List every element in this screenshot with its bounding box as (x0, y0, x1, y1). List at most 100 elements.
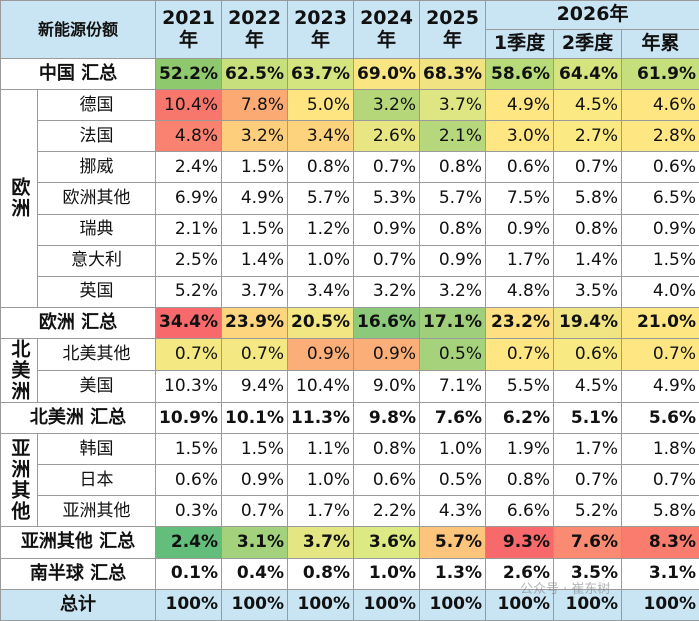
value-cell: 0.4% (222, 558, 288, 589)
value-cell: 5.2% (554, 496, 622, 527)
value-cell: 1.7% (288, 496, 354, 527)
value-cell: 3.1% (622, 558, 699, 589)
region-label: 北美洲 (1, 338, 38, 402)
row-label: 挪威 (38, 152, 156, 183)
value-cell: 5.7% (420, 183, 486, 214)
value-cell: 0.6% (156, 465, 222, 496)
value-cell: 0.8% (288, 558, 354, 589)
value-cell: 62.5% (222, 59, 288, 90)
row-label: 南半球 汇总 (1, 558, 156, 589)
value-cell: 1.4% (554, 245, 622, 276)
value-cell: 2.7% (554, 121, 622, 152)
value-cell: 4.6% (622, 90, 699, 121)
value-cell: 0.6% (486, 152, 554, 183)
value-cell: 7.6% (554, 527, 622, 558)
value-cell: 2.6% (486, 558, 554, 589)
value-cell: 0.8% (354, 434, 420, 465)
value-cell: 1.0% (420, 434, 486, 465)
row-label: 美国 (38, 370, 156, 402)
value-cell: 7.6% (420, 402, 486, 433)
row-label: 亚洲其他 (38, 496, 156, 527)
value-cell: 1.0% (354, 558, 420, 589)
value-cell: 5.3% (354, 183, 420, 214)
value-cell: 5.8% (554, 183, 622, 214)
value-cell: 3.2% (222, 121, 288, 152)
value-cell: 2.2% (354, 496, 420, 527)
value-cell: 3.1% (222, 527, 288, 558)
value-cell: 1.5% (222, 152, 288, 183)
value-cell: 100% (554, 589, 622, 620)
row-label: 瑞典 (38, 214, 156, 245)
value-cell: 0.5% (420, 465, 486, 496)
value-cell: 0.8% (486, 465, 554, 496)
value-cell: 0.1% (156, 558, 222, 589)
value-cell: 0.8% (554, 214, 622, 245)
value-cell: 2.8% (622, 121, 699, 152)
value-cell: 10.4% (156, 90, 222, 121)
value-cell: 4.8% (486, 276, 554, 307)
value-cell: 0.6% (354, 465, 420, 496)
row-label: 韩国 (38, 434, 156, 465)
value-cell: 1.2% (288, 214, 354, 245)
value-cell: 17.1% (420, 307, 486, 338)
value-cell: 1.5% (622, 245, 699, 276)
header-year-2021: 2021 年 (156, 1, 222, 59)
row-label: 亚洲其他 汇总 (1, 527, 156, 558)
value-cell: 2.1% (420, 121, 486, 152)
value-cell: 9.8% (354, 402, 420, 433)
value-cell: 5.7% (420, 527, 486, 558)
value-cell: 6.2% (486, 402, 554, 433)
value-cell: 4.5% (554, 370, 622, 402)
value-cell: 100% (288, 589, 354, 620)
value-cell: 0.6% (554, 338, 622, 370)
value-cell: 2.5% (156, 245, 222, 276)
value-cell: 2.4% (156, 152, 222, 183)
value-cell: 4.9% (486, 90, 554, 121)
value-cell: 4.0% (622, 276, 699, 307)
value-cell: 52.2% (156, 59, 222, 90)
value-cell: 3.2% (354, 276, 420, 307)
value-cell: 0.9% (288, 338, 354, 370)
value-cell: 1.9% (486, 434, 554, 465)
value-cell: 0.9% (622, 214, 699, 245)
value-cell: 5.1% (554, 402, 622, 433)
value-cell: 3.2% (354, 90, 420, 121)
value-cell: 7.8% (222, 90, 288, 121)
value-cell: 16.6% (354, 307, 420, 338)
value-cell: 3.5% (554, 276, 622, 307)
value-cell: 3.4% (288, 276, 354, 307)
row-label: 意大利 (38, 245, 156, 276)
row-label: 日本 (38, 465, 156, 496)
value-cell: 0.7% (622, 465, 699, 496)
value-cell: 3.4% (288, 121, 354, 152)
value-cell: 20.5% (288, 307, 354, 338)
value-cell: 3.2% (420, 276, 486, 307)
value-cell: 68.3% (420, 59, 486, 90)
value-cell: 21.0% (622, 307, 699, 338)
value-cell: 0.7% (354, 245, 420, 276)
value-cell: 0.5% (420, 338, 486, 370)
value-cell: 58.6% (486, 59, 554, 90)
value-cell: 1.5% (156, 434, 222, 465)
region-label: 欧洲 (1, 90, 38, 308)
header-year-2026: 2026年 (486, 1, 699, 30)
value-cell: 10.3% (156, 370, 222, 402)
value-cell: 4.9% (222, 183, 288, 214)
value-cell: 1.0% (288, 245, 354, 276)
value-cell: 5.7% (288, 183, 354, 214)
row-label: 欧洲其他 (38, 183, 156, 214)
value-cell: 3.7% (222, 276, 288, 307)
